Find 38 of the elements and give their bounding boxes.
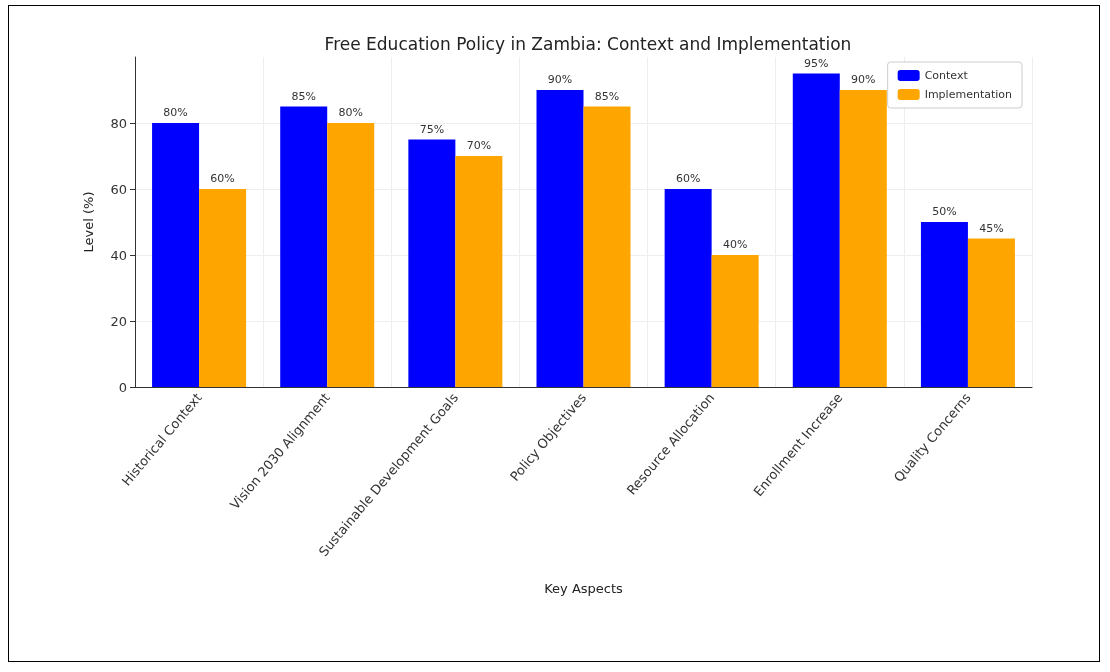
- bar: [664, 189, 712, 387]
- y-axis-title: Level (%): [81, 191, 96, 253]
- bar: [711, 255, 759, 387]
- bar: [327, 123, 375, 387]
- chart-title: Free Education Policy in Zambia: Context and Implementation: [324, 33, 852, 54]
- y-tick-label: 80: [110, 115, 127, 131]
- bar: [536, 90, 584, 387]
- data-label: 45%: [979, 221, 1004, 235]
- data-label: 80%: [338, 106, 363, 119]
- data-label: 50%: [932, 205, 957, 218]
- legend-label: Implementation: [924, 88, 1013, 101]
- y-tick-label: 20: [110, 313, 127, 329]
- bar: [199, 189, 247, 387]
- data-label: 40%: [722, 238, 748, 251]
- data-label: 60%: [675, 172, 701, 185]
- data-label: 75%: [419, 122, 445, 136]
- bar: [792, 73, 840, 387]
- x-axis-title: Key Aspects: [544, 581, 624, 596]
- bar: [967, 238, 1015, 387]
- legend-label: Context: [924, 69, 969, 82]
- y-tick-label: 40: [110, 247, 127, 263]
- bar: [583, 106, 631, 387]
- data-label: 85%: [291, 89, 316, 103]
- bar: [455, 156, 503, 387]
- bar: [280, 106, 328, 387]
- data-label: 80%: [163, 106, 188, 119]
- data-label: 85%: [594, 89, 620, 103]
- data-label: 70%: [466, 139, 492, 152]
- data-label: 90%: [851, 73, 876, 86]
- data-label: 95%: [804, 56, 829, 70]
- bar: [408, 139, 456, 387]
- bar: [152, 123, 200, 387]
- bar: [920, 222, 968, 387]
- data-label: 90%: [547, 73, 573, 86]
- y-tick-label: 0: [118, 379, 127, 395]
- data-label: 60%: [210, 172, 235, 185]
- y-tick-label: 60: [110, 181, 127, 197]
- bar: [839, 90, 887, 387]
